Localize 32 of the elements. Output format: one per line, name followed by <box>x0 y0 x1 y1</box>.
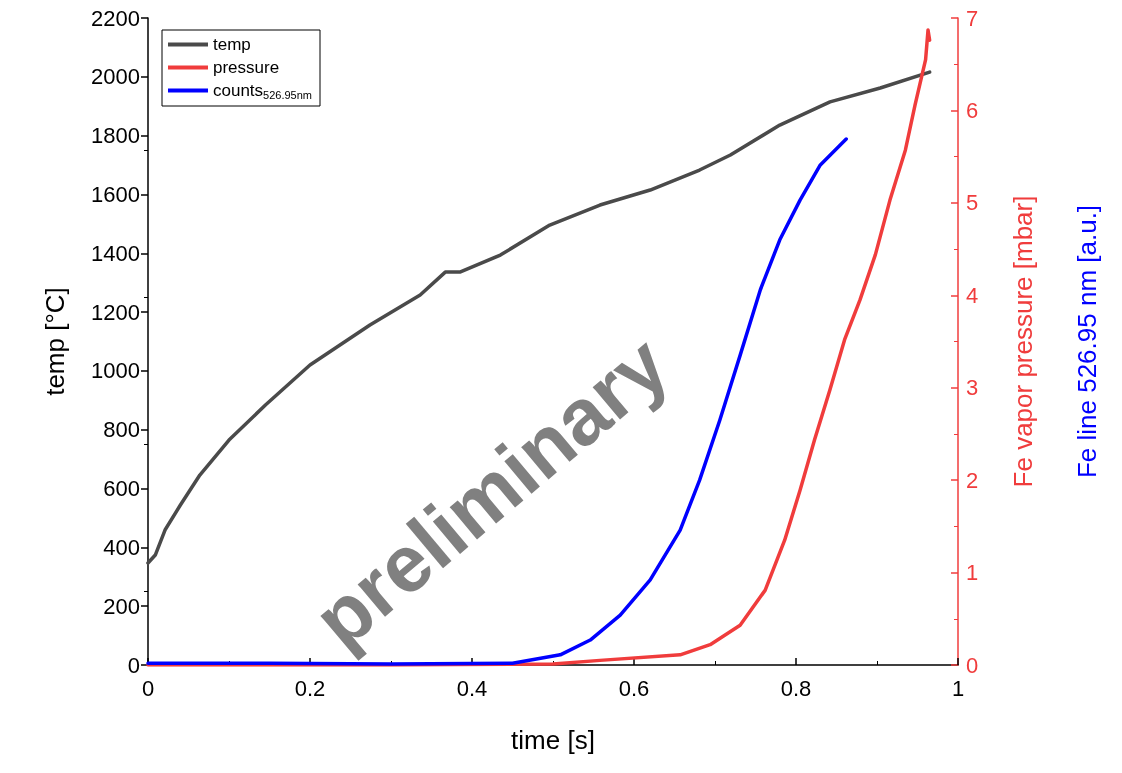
y2-tick-label: 3 <box>966 375 979 401</box>
y2-tick-label: 2 <box>966 467 979 493</box>
y3-axis-title: Fe line 526.95 nm [a.u.] <box>1072 204 1102 479</box>
x-tick-label: 0.6 <box>618 675 650 701</box>
y2-axis-title: Fe vapor pressure [mbar] <box>1008 195 1038 488</box>
y-tick-label: 600 <box>103 476 140 502</box>
y2-tick-label: 7 <box>966 5 979 31</box>
y2-tick-label: 1 <box>966 560 979 586</box>
x-tick-label: 1 <box>951 675 965 701</box>
y-tick-label: 2000 <box>91 64 140 90</box>
y-tick-label: 400 <box>103 534 140 560</box>
x-axis-title: time [s] <box>511 725 595 755</box>
y-tick-label: 200 <box>103 593 140 619</box>
y2-tick-label: 4 <box>966 282 979 308</box>
x-tick-label: 0.8 <box>780 675 812 701</box>
y-tick-label: 1400 <box>91 240 140 266</box>
y2-tick-label: 5 <box>966 190 979 216</box>
y-tick-label: 0 <box>127 652 140 678</box>
y-tick-label: 1600 <box>91 181 140 207</box>
legend-label: temp <box>213 35 251 54</box>
y-tick-label: 1200 <box>91 299 140 325</box>
y2-tick-label: 6 <box>966 97 979 123</box>
x-tick-label: 0.2 <box>294 675 326 701</box>
y-tick-label: 1800 <box>91 123 140 149</box>
x-tick-label: 0.4 <box>456 675 488 701</box>
y-tick-label: 1000 <box>91 358 140 384</box>
y2-tick-label: 0 <box>966 652 979 678</box>
y-tick-label: 2200 <box>91 5 140 31</box>
legend-label: pressure <box>213 58 280 77</box>
y-axis-title: temp [°C] <box>40 287 70 396</box>
y-tick-label: 800 <box>103 417 140 443</box>
line-series <box>146 137 848 666</box>
